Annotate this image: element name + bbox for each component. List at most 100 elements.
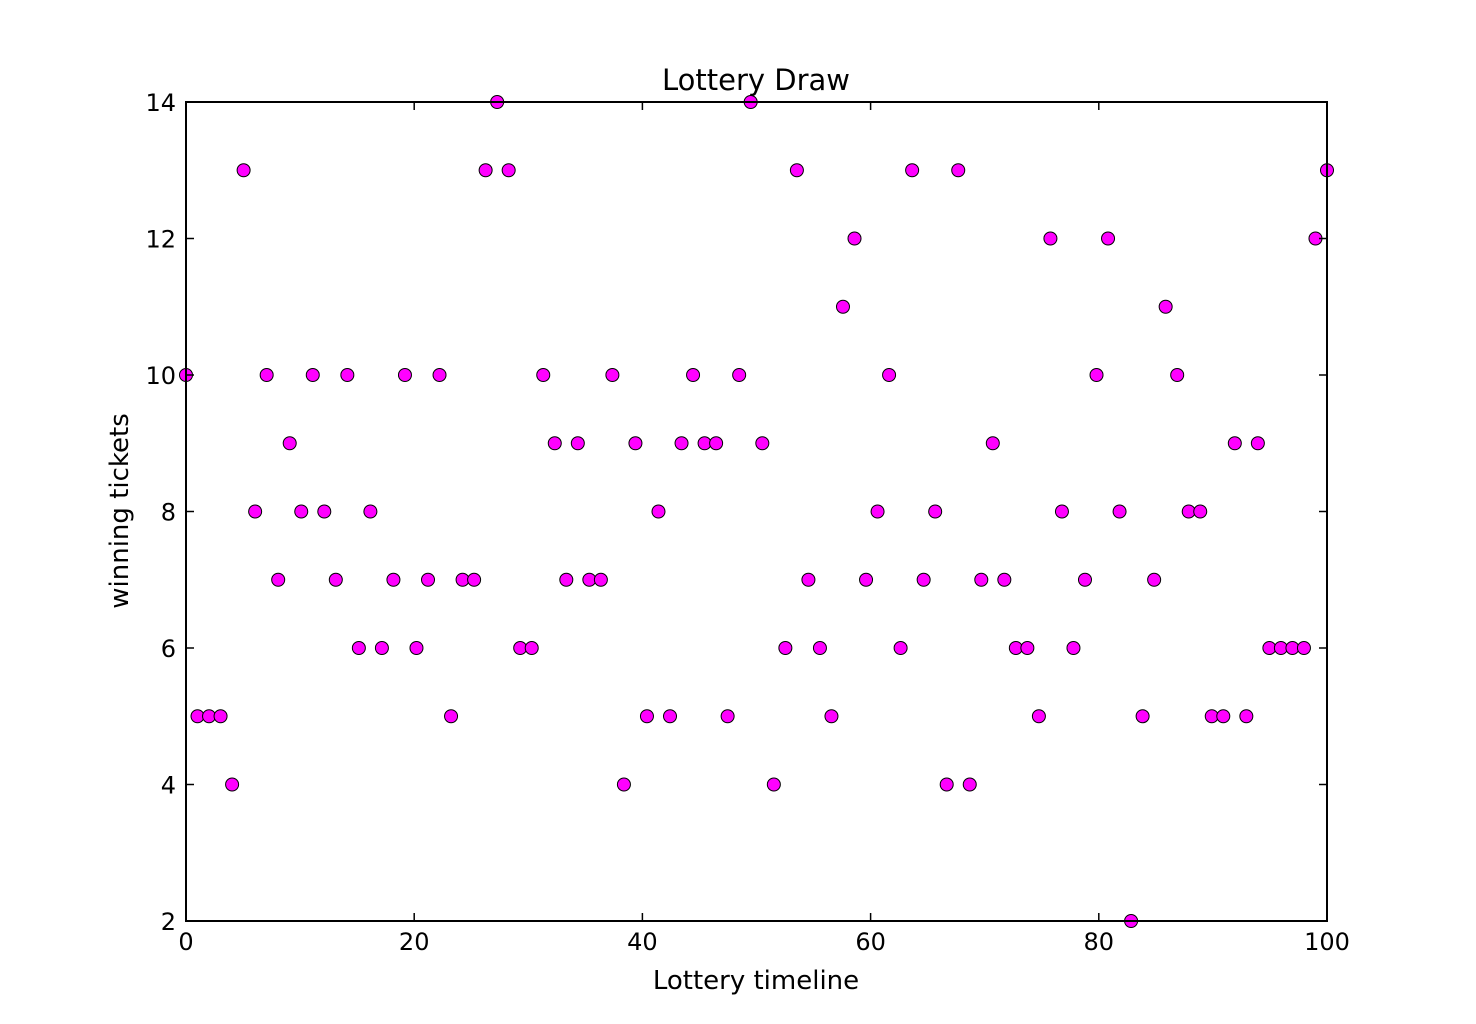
- data-point: [905, 163, 920, 178]
- data-point: [593, 572, 608, 587]
- data-point: [939, 777, 954, 792]
- y-tick-label: 2: [161, 908, 176, 936]
- data-point: [985, 436, 1000, 451]
- data-point: [386, 572, 401, 587]
- data-point: [259, 368, 274, 382]
- data-point: [363, 504, 378, 519]
- data-point: [1227, 436, 1242, 451]
- data-point: [639, 709, 654, 724]
- data-point: [524, 641, 539, 655]
- data-point: [305, 368, 320, 382]
- y-tick-label: 6: [161, 635, 176, 663]
- data-point: [870, 504, 885, 519]
- data-point: [282, 436, 297, 451]
- data-point: [1077, 572, 1092, 587]
- data-point: [616, 777, 631, 792]
- data-point: [1101, 231, 1116, 246]
- data-point: [1066, 641, 1081, 655]
- x-tick-label: 60: [855, 928, 886, 956]
- y-tick-label: 10: [145, 362, 176, 390]
- data-point: [893, 641, 908, 655]
- y-tick-label: 12: [145, 226, 176, 254]
- data-point: [720, 709, 735, 724]
- data-point: [536, 368, 551, 382]
- data-point: [974, 572, 989, 587]
- data-point: [1054, 504, 1069, 519]
- data-point: [778, 641, 793, 655]
- y-axis-label: winning tickets: [105, 413, 135, 609]
- data-point: [467, 572, 482, 587]
- data-point: [1147, 572, 1162, 587]
- data-point: [432, 368, 447, 382]
- data-point: [1250, 436, 1265, 451]
- y-tick-label: 14: [145, 89, 176, 117]
- data-point: [570, 436, 585, 451]
- data-point: [1135, 709, 1150, 724]
- data-point: [859, 572, 874, 587]
- data-point: [397, 368, 412, 382]
- data-point: [674, 436, 689, 451]
- data-point: [916, 572, 931, 587]
- data-point: [1239, 709, 1254, 724]
- chart-title: Lottery Draw: [662, 63, 850, 97]
- data-point: [962, 777, 977, 792]
- x-tick-label: 0: [178, 928, 193, 956]
- data-point: [248, 504, 263, 519]
- data-point: [1112, 504, 1127, 519]
- data-point: [1193, 504, 1208, 519]
- data-point: [547, 436, 562, 451]
- data-point: [882, 368, 897, 382]
- data-point: [1170, 368, 1185, 382]
- data-point: [294, 504, 309, 519]
- data-point: [1296, 641, 1311, 655]
- data-point: [501, 163, 516, 178]
- data-point: [351, 641, 366, 655]
- data-point: [928, 504, 943, 519]
- data-point: [1158, 299, 1173, 314]
- data-point: [997, 572, 1012, 587]
- data-point: [812, 641, 827, 655]
- data-point: [755, 436, 770, 451]
- data-point: [663, 709, 678, 724]
- tick-labels: 0 20 40 60 80 100 2 4 6 8 10 12 14: [145, 89, 1349, 956]
- data-point: [766, 777, 781, 792]
- data-point: [732, 368, 747, 382]
- data-point: [835, 299, 850, 314]
- data-point: [421, 572, 436, 587]
- data-point: [605, 368, 620, 382]
- data-point: [1043, 231, 1058, 246]
- data-point: [213, 709, 228, 724]
- data-point: [236, 163, 251, 178]
- data-point: [709, 436, 724, 451]
- data-point: [1031, 709, 1046, 724]
- data-point: [374, 641, 389, 655]
- data-point: [478, 163, 493, 178]
- data-point: [824, 709, 839, 724]
- data-point: [801, 572, 816, 587]
- data-point: [559, 572, 574, 587]
- data-point: [1089, 368, 1104, 382]
- data-point: [628, 436, 643, 451]
- y-tick-label: 8: [161, 499, 176, 527]
- x-tick-label: 100: [1304, 928, 1350, 956]
- data-point: [847, 231, 862, 246]
- plot-area-frame: [185, 101, 1328, 922]
- y-tick-label: 4: [161, 772, 176, 800]
- data-point: [789, 163, 804, 178]
- x-tick-label: 40: [627, 928, 658, 956]
- data-point: [328, 572, 343, 587]
- data-points: [179, 95, 1334, 928]
- data-point: [317, 504, 332, 519]
- data-point: [340, 368, 355, 382]
- data-point: [686, 368, 701, 382]
- x-axis-label: Lottery timeline: [653, 966, 859, 996]
- x-tick-label: 20: [399, 928, 430, 956]
- data-point: [1020, 641, 1035, 655]
- data-point: [1216, 709, 1231, 724]
- data-point: [951, 163, 966, 178]
- data-point: [651, 504, 666, 519]
- data-point: [409, 641, 424, 655]
- data-point: [444, 709, 459, 724]
